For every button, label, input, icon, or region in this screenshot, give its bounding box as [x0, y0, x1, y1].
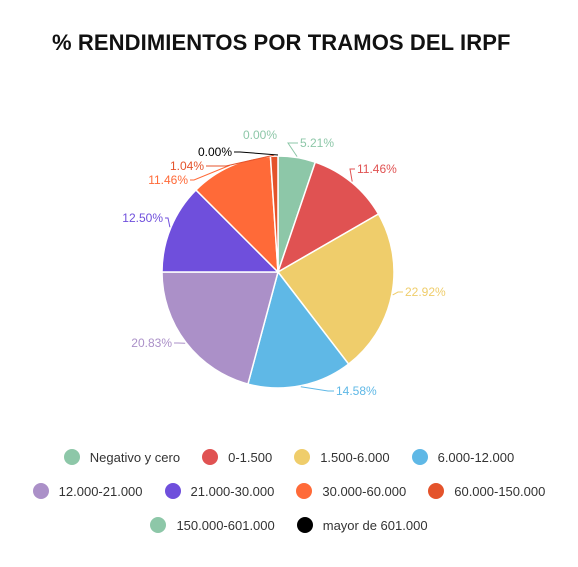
pie-slice-4 — [247, 270, 350, 389]
legend-swatch-icon — [164, 483, 181, 499]
legend-label: 1.500-6.000 — [320, 449, 390, 465]
legend-item[interactable]: 60.000-150.000 — [428, 483, 545, 499]
data-label-6: 12.50% — [122, 211, 163, 225]
legend-row: Negativo y cero 0-1.500 1.500-6.000 6.000-1… — [0, 440, 578, 474]
pie-slice-6 — [161, 188, 280, 273]
legend-swatch-icon — [32, 483, 49, 499]
leader-line-1 — [287, 142, 298, 157]
data-label-3: 22.92% — [405, 285, 446, 299]
data-label-9: 0.00% — [243, 128, 277, 142]
legend-item[interactable]: 6.000-12.000 — [411, 449, 515, 465]
legend-item[interactable]: mayor de 601.000 — [296, 517, 428, 533]
data-label-5: 20.83% — [131, 336, 172, 350]
legend-item[interactable]: 150.000-601.000 — [150, 517, 275, 533]
data-label-8: 1.04% — [170, 159, 204, 173]
pie-chart: 5.21% 11.46% 22.92% 14.58% 20.83% 12.50% 11.46… — [122, 128, 446, 398]
leader-line-8 — [206, 154, 275, 167]
legend-swatch-icon — [150, 517, 167, 533]
legend-item[interactable]: 21.000-30.000 — [164, 483, 275, 499]
leader-line-2 — [349, 168, 355, 182]
legend-row: 12.000-21.000 21.000-30.000 30.000-60.000 6… — [0, 474, 578, 508]
leader-line-3 — [392, 291, 403, 296]
legend-label: 21.000-30.000 — [190, 483, 275, 499]
chart-title: % RENDIMIENTOS POR TRAMOS DEL IRPF — [52, 30, 511, 55]
legend-label: mayor de 601.000 — [322, 517, 428, 533]
legend-swatch-icon — [202, 449, 219, 465]
legend-row: 150.000-601.000 mayor de 601.000 — [0, 508, 578, 542]
legend-item[interactable]: Negativo y cero — [63, 449, 181, 465]
legend-label: 0-1.500 — [228, 449, 273, 465]
data-label-7: 11.46% — [148, 173, 188, 187]
legend-swatch-icon — [294, 449, 311, 465]
legend-label: 6.000-12.000 — [437, 449, 515, 465]
pie-slice-2 — [276, 161, 380, 274]
legend-label: 30.000-60.000 — [322, 483, 407, 499]
legend-label: 150.000-601.000 — [176, 517, 275, 533]
leader-line-7 — [190, 164, 230, 181]
pie-slice-5 — [161, 271, 279, 385]
leader-line-10 — [234, 151, 279, 156]
legend-item[interactable]: 0-1.500 — [202, 449, 272, 465]
data-label-4: 14.58% — [336, 384, 377, 398]
leader-line-6 — [165, 217, 171, 228]
legend-item[interactable]: 12.000-21.000 — [32, 483, 143, 499]
data-label-1: 5.21% — [300, 136, 334, 150]
legend: Negativo y cero 0-1.500 1.500-6.000 6.000-1… — [0, 440, 578, 542]
legend-item[interactable]: 1.500-6.000 — [294, 449, 390, 465]
legend-item[interactable]: 30.000-60.000 — [296, 483, 406, 499]
legend-label: Negativo y cero — [89, 449, 181, 465]
leader-line-4 — [300, 386, 334, 392]
legend-swatch-icon — [411, 449, 428, 465]
legend-label: 60.000-150.000 — [454, 483, 546, 499]
legend-label: 12.000-21.000 — [58, 483, 143, 499]
legend-swatch-icon — [296, 483, 313, 499]
legend-swatch-icon — [428, 483, 445, 499]
legend-swatch-icon — [296, 517, 313, 533]
data-label-10: 0.00% — [198, 145, 232, 159]
legend-swatch-icon — [63, 449, 80, 465]
data-label-2: 11.46% — [357, 162, 397, 176]
pie-slice-3 — [276, 212, 395, 366]
